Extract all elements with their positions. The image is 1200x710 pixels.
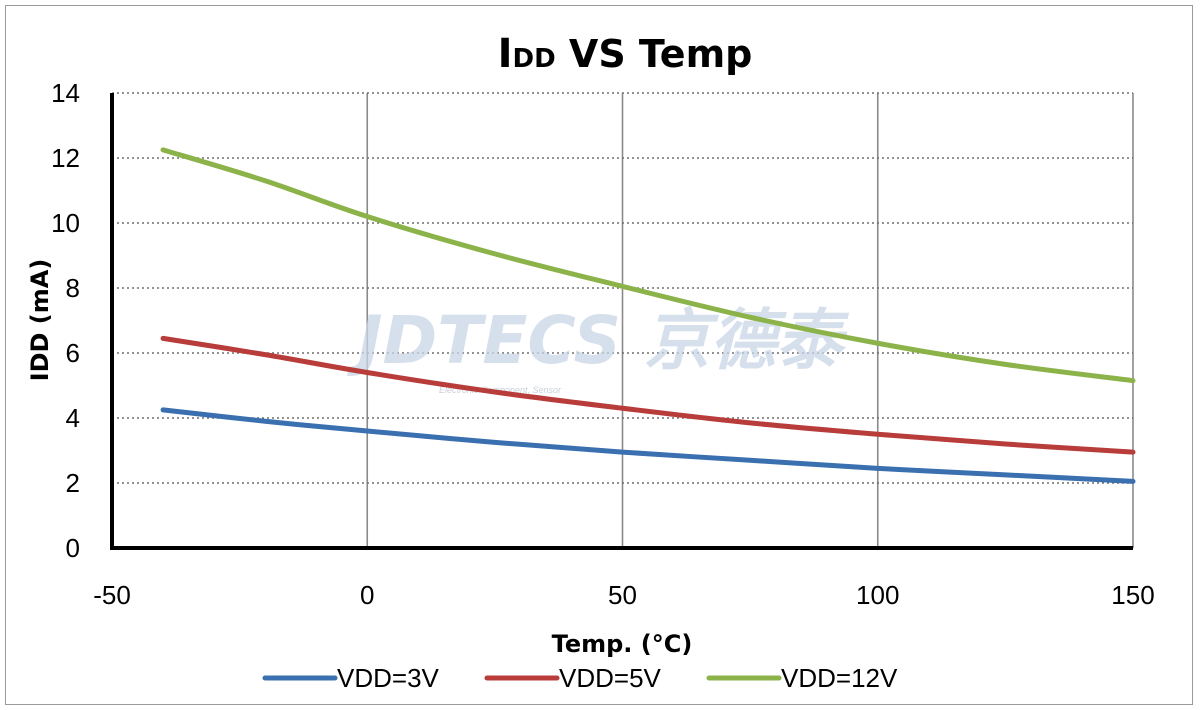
series-line-1 bbox=[160, 407, 1136, 484]
tick-labels: -50 0 50 100 150 0 2 4 6 8 10 12 14 bbox=[51, 78, 1155, 610]
series-lines bbox=[160, 147, 1136, 484]
grid bbox=[112, 92, 1134, 548]
x-tick-label: 50 bbox=[608, 580, 637, 610]
y-tick-label: 8 bbox=[66, 273, 80, 303]
legend-label-2: VDD=5V bbox=[559, 663, 662, 693]
y-tick-label: 4 bbox=[66, 403, 80, 433]
legend: VDD=3V VDD=5V VDD=12V bbox=[262, 663, 898, 693]
axes bbox=[110, 93, 1133, 550]
x-tick-label: 150 bbox=[1111, 580, 1154, 610]
y-tick-label: 0 bbox=[66, 533, 80, 563]
y-tick-label: 10 bbox=[51, 208, 80, 238]
y-tick-label: 6 bbox=[66, 338, 80, 368]
series-line-3 bbox=[160, 147, 1136, 384]
y-tick-label: 2 bbox=[66, 468, 80, 498]
x-tick-label: 0 bbox=[360, 580, 374, 610]
chart-title-subscript: DD bbox=[513, 44, 556, 74]
x-tick-label: -50 bbox=[93, 580, 131, 610]
chart-frame bbox=[5, 5, 1193, 705]
chart-title: IDD VS Temp bbox=[498, 31, 753, 77]
legend-label-1: VDD=3V bbox=[337, 663, 440, 693]
chart-title-rest: VS Temp bbox=[556, 32, 753, 76]
y-tick-label: 12 bbox=[51, 143, 80, 173]
y-tick-label: 14 bbox=[51, 78, 80, 108]
chart-title-main: I bbox=[498, 31, 513, 77]
series-line-2 bbox=[160, 335, 1136, 455]
x-axis-title: Temp. (°C) bbox=[552, 630, 693, 658]
y-axis-title: IDD (mA) bbox=[26, 259, 54, 382]
watermark-subtext: Electronic Component, Sensor bbox=[439, 385, 562, 395]
legend-label-3: VDD=12V bbox=[781, 663, 898, 693]
watermark: JDTECS 京德泰 Electronic Component, Sensor bbox=[347, 302, 850, 395]
x-tick-label: 100 bbox=[856, 580, 899, 610]
watermark-text: JDTECS 京德泰 bbox=[347, 302, 850, 379]
